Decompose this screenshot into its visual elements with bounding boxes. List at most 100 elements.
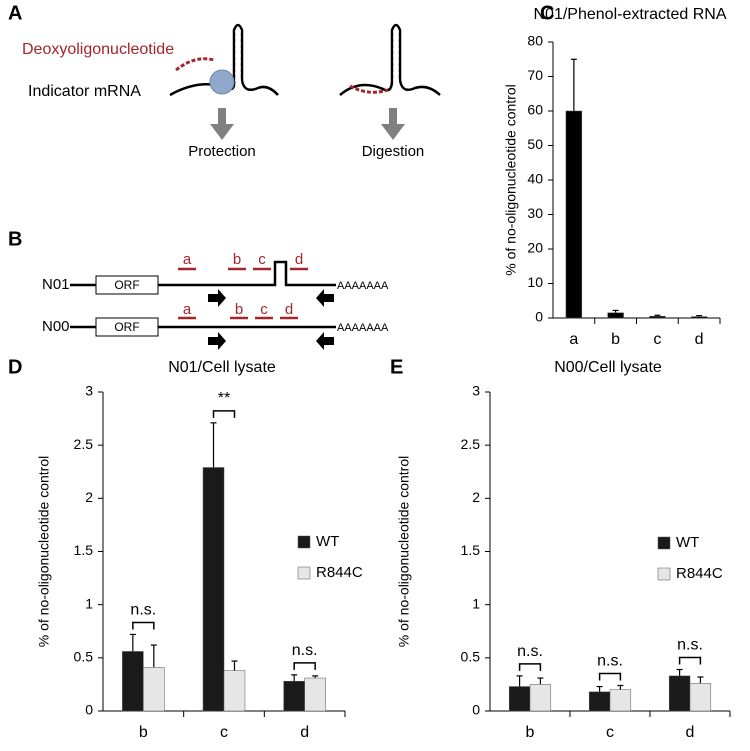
- hairpin: [235, 30, 241, 82]
- chart-title: N01/Cell lysate: [168, 359, 276, 376]
- y-tick-label: 40: [527, 171, 543, 187]
- panel-label: D: [8, 356, 22, 378]
- orf-label: ORF: [114, 278, 139, 292]
- y-tick-label: 60: [527, 102, 543, 118]
- significance-bracket: [518, 663, 542, 671]
- arrow: [381, 108, 405, 140]
- site-label: c: [260, 301, 268, 318]
- oligo: [175, 57, 215, 72]
- x-tick-label: c: [220, 724, 228, 741]
- primer-arrow: [316, 289, 334, 307]
- y-tick-label: 1: [472, 595, 480, 611]
- legend-swatch: [657, 536, 671, 550]
- orf-label: ORF: [114, 320, 139, 334]
- site-label: d: [295, 251, 303, 268]
- polya: AAAAAAA: [337, 322, 389, 334]
- panel-label: E: [390, 356, 403, 378]
- y-tick-label: 0: [535, 309, 543, 325]
- site-label: a: [183, 301, 192, 318]
- y-tick-label: 1: [85, 595, 93, 611]
- x-tick-label: b: [526, 724, 535, 741]
- orf-box: [95, 317, 159, 337]
- y-tick-label: 2: [472, 489, 480, 505]
- y-tick-label: 3: [472, 383, 480, 399]
- oligo: [349, 84, 389, 94]
- y-tick-label: 0: [472, 702, 480, 718]
- x-tick-label: d: [300, 724, 309, 741]
- diagram-a: A Deoxyoligonucleotide Indicator mRNA Pr…: [8, 2, 441, 160]
- y-tick-label: 70: [527, 67, 543, 83]
- bar: [143, 667, 165, 712]
- y-tick-label: 2: [85, 489, 93, 505]
- y-tick-label: 10: [527, 274, 543, 290]
- annotation: n.s.: [292, 642, 318, 659]
- significance-bracket: [132, 621, 155, 630]
- bar: [649, 316, 666, 319]
- annotation: n.s.: [130, 602, 156, 619]
- bar: [668, 675, 691, 712]
- x-tick-label: d: [686, 724, 695, 741]
- x-tick-label: b: [611, 331, 620, 348]
- construct-name: N00: [42, 318, 70, 335]
- polya: AAAAAAA: [337, 280, 389, 292]
- y-tick-label: 1.5: [461, 542, 481, 558]
- panel-label: A: [8, 2, 22, 24]
- bar: [690, 316, 708, 319]
- bar: [529, 684, 552, 712]
- bar: [565, 110, 583, 319]
- annotation: n.s.: [677, 637, 703, 654]
- site-label: a: [183, 251, 192, 268]
- y-tick-label: 2.5: [74, 436, 94, 452]
- x-tick-label: d: [695, 331, 704, 348]
- mrna: [339, 23, 441, 96]
- diagram-b: B N01 ORF AAAAAAA a b c d N00 ORF AAAAAA…: [8, 228, 389, 350]
- outcome: Protection: [188, 143, 256, 160]
- y-tick-label: 1.5: [74, 542, 94, 558]
- chart-title: N01/Phenol-extracted RNA: [534, 6, 727, 23]
- bar: [689, 683, 712, 712]
- mrna-label: Indicator mRNA: [28, 83, 141, 100]
- annotation: n.s.: [597, 653, 623, 670]
- y-tick-label: 0.5: [74, 649, 94, 665]
- y-tick-label: 30: [527, 205, 543, 221]
- panel-label: C: [540, 2, 554, 24]
- legend-label: R844C: [676, 565, 723, 582]
- bar: [304, 677, 326, 712]
- y-tick-label: 3: [85, 383, 93, 399]
- bar: [202, 467, 225, 712]
- y-tick-label: 0.5: [461, 649, 481, 665]
- annotation: n.s.: [517, 643, 543, 660]
- x-tick-label: a: [569, 331, 578, 348]
- bar: [508, 686, 531, 712]
- significance-bracket: [293, 662, 316, 670]
- x-tick-label: c: [606, 724, 614, 741]
- y-tick-label: 2.5: [461, 436, 481, 452]
- legend-swatch: [297, 535, 311, 549]
- panel-label: B: [8, 228, 22, 250]
- y-tick-label: 80: [527, 33, 543, 49]
- primer-arrow: [316, 332, 334, 350]
- significance-bracket: [212, 410, 236, 418]
- bar: [609, 689, 632, 712]
- y-tick-label: 50: [527, 136, 543, 152]
- site-label: b: [233, 251, 241, 268]
- site-label: c: [258, 251, 266, 268]
- legend-label: R844C: [316, 564, 363, 581]
- primer-arrow: [208, 289, 226, 307]
- site-label: d: [285, 301, 293, 318]
- construct-name: N01: [42, 276, 70, 293]
- hairpin: [393, 30, 399, 82]
- legend-swatch: [657, 567, 671, 581]
- y-axis-label: % of no-oligonucleotide control: [396, 456, 412, 647]
- construct: [70, 260, 336, 287]
- bar: [588, 691, 611, 712]
- bar: [283, 680, 305, 712]
- annotation: **: [218, 390, 230, 407]
- outcome: Digestion: [362, 143, 425, 160]
- legend-label: WT: [676, 534, 699, 551]
- legend-swatch: [297, 566, 311, 580]
- y-axis-label: % of no-oligonucleotide control: [503, 84, 519, 275]
- ribosome: [209, 69, 235, 95]
- bar: [607, 312, 624, 319]
